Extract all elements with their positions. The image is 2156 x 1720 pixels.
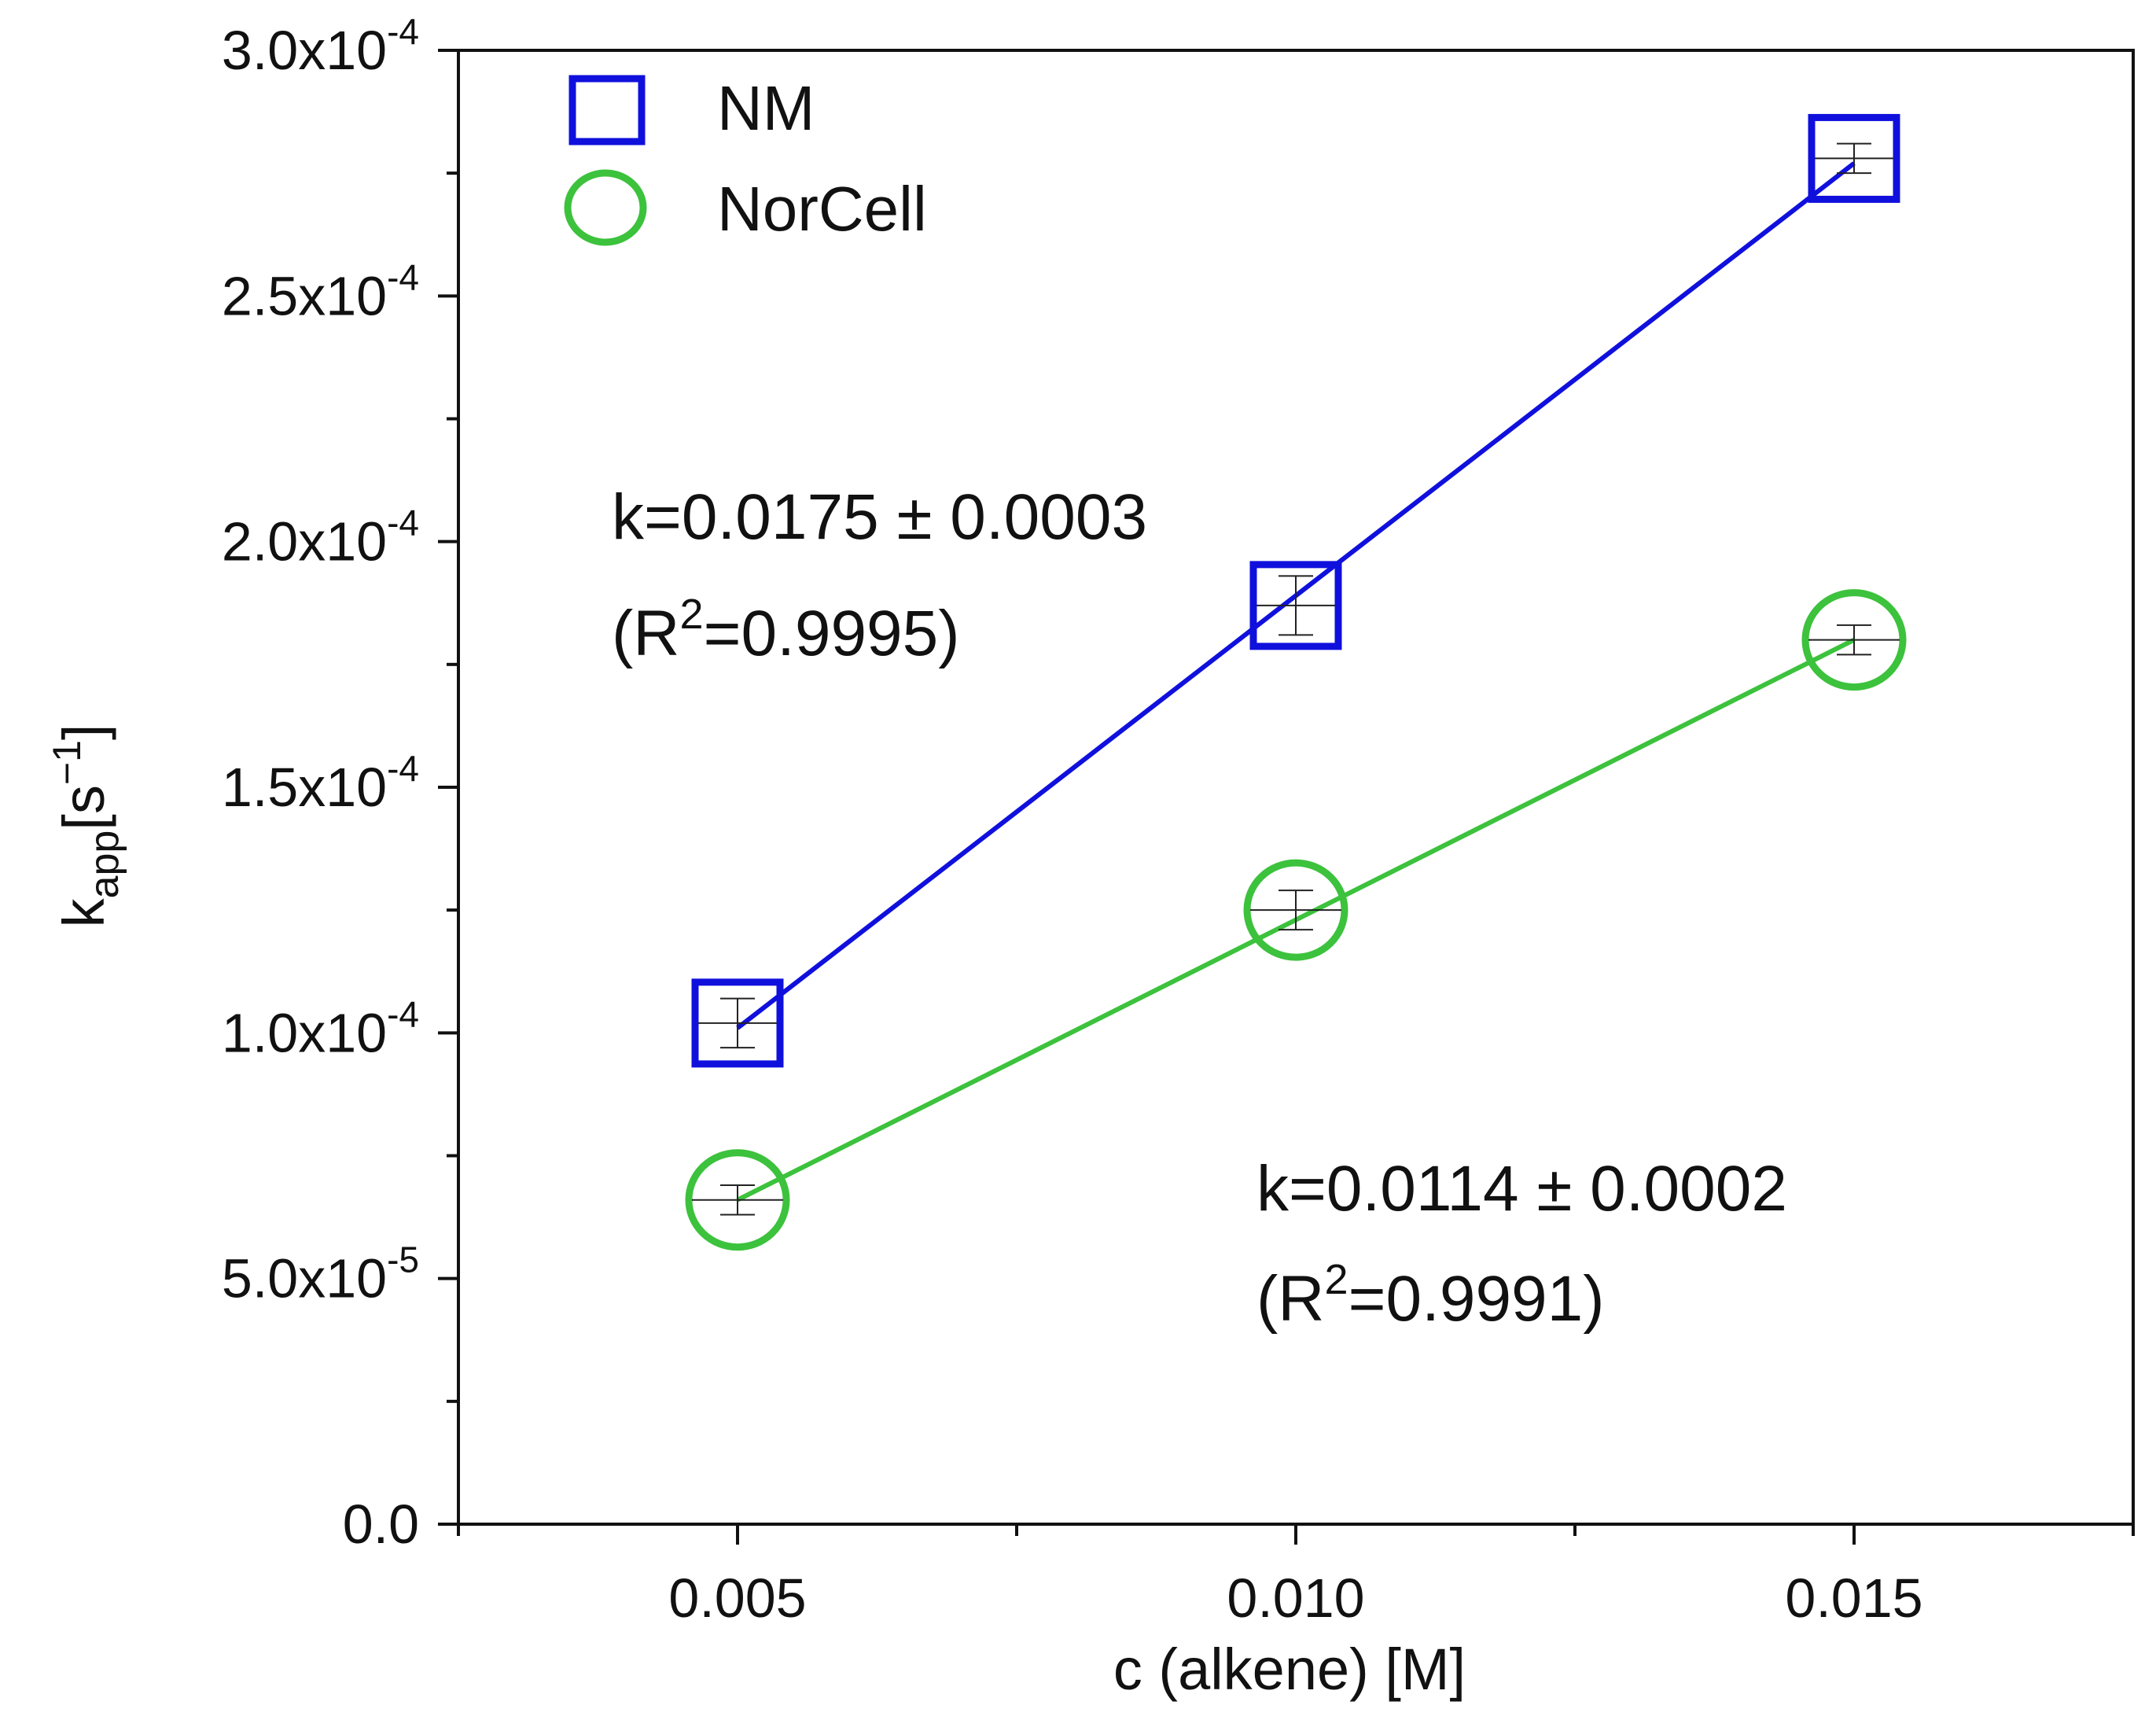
y-tick-label: 2.0x10-4 [222, 503, 419, 573]
y-axis-title-unit-close: ] [51, 724, 116, 741]
annotation-norcell-r2: (R2=0.9991) [1256, 1256, 1605, 1335]
y-tick-label: 3.0x10-4 [222, 11, 419, 81]
legend-marker-nm [568, 75, 646, 145]
y-tick-label: 0.0 [343, 1493, 419, 1555]
x-tick-label: 0.005 [668, 1567, 806, 1629]
y-tick-label: 1.5x10-4 [222, 748, 419, 818]
y-axis-title-base: k [51, 897, 116, 927]
data-markers [685, 113, 1907, 1251]
annotation-nm-r2: (R2=0.9995) [612, 591, 960, 669]
marker-nm [691, 978, 784, 1068]
axes: 0.005 0.010 0.015 0.0 5.0x10-5 1.0x10-4 1.5x10… [222, 11, 2135, 1629]
y-axis-title-sub: app [82, 831, 127, 899]
annotation-norcell: k=0.0114 ± 0.0002 (R2=0.9991) [1256, 1153, 1787, 1335]
y-tick-label: 5.0x10-5 [222, 1239, 419, 1309]
y-tick-label: 1.0x10-4 [222, 993, 419, 1063]
marker-nm [1249, 561, 1342, 650]
annotation-nm: k=0.0175 ± 0.0003 (R2=0.9995) [612, 481, 1147, 669]
legend: NM NorCell [564, 73, 927, 246]
legend-label-nm: NM [717, 73, 815, 143]
fit-lines [736, 161, 1856, 1203]
y-axis-title: kapp[s−1] [45, 724, 127, 928]
marker-norcell [1801, 589, 1907, 691]
x-axis-title: c (alkene) [M] [1113, 1637, 1466, 1702]
legend-marker-norcell [564, 169, 647, 246]
annotation-nm-rate: k=0.0175 ± 0.0003 [612, 481, 1147, 553]
y-axis-title-unit: [s [51, 785, 116, 831]
marker-norcell [685, 1149, 790, 1251]
x-tick-label: 0.010 [1227, 1567, 1364, 1629]
marker-nm [1808, 113, 1900, 203]
legend-label-norcell: NorCell [717, 174, 927, 244]
y-axis-title-unit-exp: −1 [45, 740, 89, 785]
annotation-norcell-rate: k=0.0114 ± 0.0002 [1256, 1153, 1787, 1225]
x-tick-label: 0.015 [1785, 1567, 1922, 1629]
marker-norcell [1243, 859, 1348, 961]
error-bars [720, 142, 1871, 1216]
y-tick-label: 2.5x10-4 [222, 256, 419, 326]
